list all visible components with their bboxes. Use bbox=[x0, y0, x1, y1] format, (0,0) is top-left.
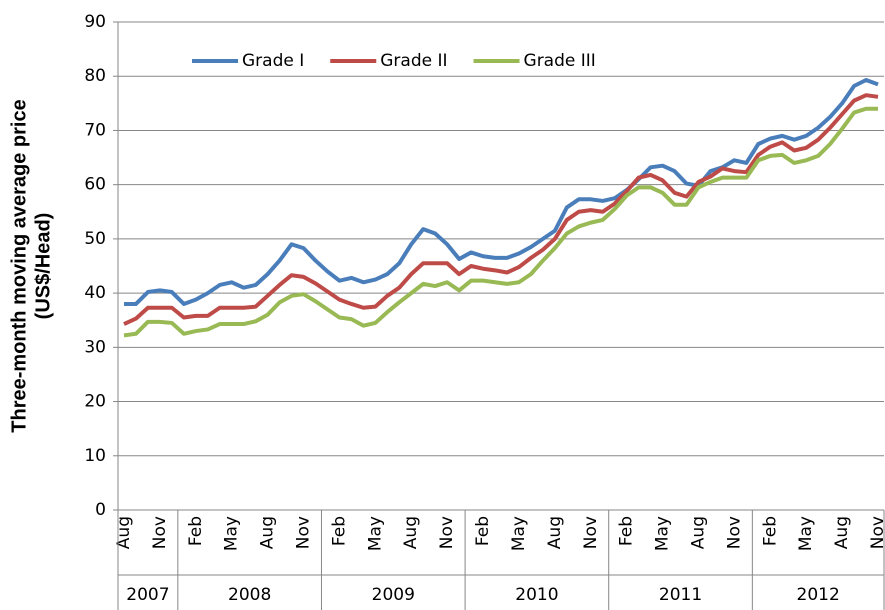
year-label: 2007 bbox=[126, 585, 169, 605]
y-tick-label: 30 bbox=[84, 337, 106, 357]
year-label: 2011 bbox=[659, 585, 702, 605]
legend-label: Grade II bbox=[380, 51, 447, 71]
series-line bbox=[123, 93, 879, 326]
year-label: 2008 bbox=[228, 585, 271, 605]
x-tick-label: Aug bbox=[688, 516, 708, 549]
y-tick-label: 90 bbox=[84, 12, 106, 32]
y-tick-label: 50 bbox=[84, 229, 106, 249]
x-tick-label: May bbox=[653, 516, 673, 551]
y-tick-label: 70 bbox=[84, 120, 106, 140]
y-tick-label: 10 bbox=[84, 446, 106, 466]
x-tick-label: Feb bbox=[473, 516, 493, 546]
x-tick-label: Nov bbox=[724, 516, 744, 549]
year-label: 2009 bbox=[372, 585, 415, 605]
y-tick-label: 40 bbox=[84, 283, 106, 303]
y-tick-label: 60 bbox=[84, 175, 106, 195]
x-tick-label: May bbox=[509, 516, 529, 551]
y-axis-label: (US$/Head) bbox=[32, 213, 54, 320]
y-tick-label: 20 bbox=[84, 392, 106, 412]
y-tick-label: 80 bbox=[84, 66, 106, 86]
x-tick-label: Aug bbox=[401, 516, 421, 549]
x-tick-label: Nov bbox=[150, 516, 170, 549]
y-tick-label: 0 bbox=[95, 500, 106, 520]
x-tick-label: Feb bbox=[760, 516, 780, 546]
x-tick-label: Feb bbox=[186, 516, 206, 546]
x-tick-label: Aug bbox=[545, 516, 565, 549]
legend-label: Grade III bbox=[524, 51, 596, 71]
year-label: 2010 bbox=[515, 585, 558, 605]
y-axis-label: Three-month moving average price bbox=[8, 99, 30, 432]
x-tick-label: May bbox=[365, 516, 385, 551]
series-line bbox=[123, 106, 879, 338]
x-tick-label: Aug bbox=[114, 516, 134, 549]
x-tick-label: Feb bbox=[617, 516, 637, 546]
year-label: 2012 bbox=[797, 585, 840, 605]
x-tick-label: Nov bbox=[581, 516, 601, 549]
x-tick-label: Aug bbox=[832, 516, 852, 549]
x-tick-label: May bbox=[796, 516, 816, 551]
x-tick-label: Aug bbox=[258, 516, 278, 549]
x-tick-label: May bbox=[222, 516, 242, 551]
x-tick-label: Feb bbox=[329, 516, 349, 546]
x-tick-label: Nov bbox=[437, 516, 457, 549]
legend-label: Grade I bbox=[242, 51, 304, 71]
x-tick-label: Nov bbox=[294, 516, 314, 549]
series-line bbox=[123, 78, 879, 306]
x-tick-label: Nov bbox=[868, 516, 885, 549]
